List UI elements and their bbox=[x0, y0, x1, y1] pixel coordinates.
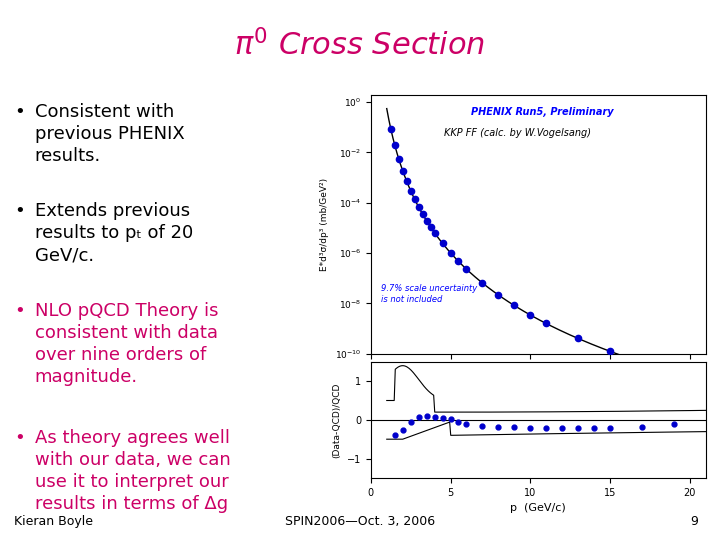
Y-axis label: E*d³σ/dp³ (mb/GeV²): E*d³σ/dp³ (mb/GeV²) bbox=[320, 178, 329, 271]
Text: •: • bbox=[14, 302, 24, 320]
Y-axis label: (Data-QCD)/QCD: (Data-QCD)/QCD bbox=[332, 382, 341, 457]
Text: •: • bbox=[14, 103, 24, 121]
Text: $\pi^0$ Cross Section: $\pi^0$ Cross Section bbox=[235, 29, 485, 62]
Text: NLO pQCD Theory is
consistent with data
over nine orders of
magnitude.: NLO pQCD Theory is consistent with data … bbox=[35, 302, 218, 386]
Text: 9.7% scale uncertainty
is not included: 9.7% scale uncertainty is not included bbox=[381, 285, 477, 304]
Text: Consistent with
previous PHENIX
results.: Consistent with previous PHENIX results. bbox=[35, 103, 184, 165]
Text: •: • bbox=[14, 429, 24, 447]
Text: Kieran Boyle: Kieran Boyle bbox=[14, 515, 94, 528]
Text: As theory agrees well
with our data, we can
use it to interpret our
results in t: As theory agrees well with our data, we … bbox=[35, 429, 230, 514]
Text: Extends previous
results to pₜ of 20
GeV/c.: Extends previous results to pₜ of 20 GeV… bbox=[35, 202, 193, 265]
Text: 9: 9 bbox=[690, 515, 698, 528]
Text: •: • bbox=[14, 202, 24, 220]
Text: PHENIX Run5, Preliminary: PHENIX Run5, Preliminary bbox=[472, 107, 614, 117]
X-axis label: p  (GeV/c): p (GeV/c) bbox=[510, 503, 566, 513]
Text: KKP FF (calc. by W.Vogelsang): KKP FF (calc. by W.Vogelsang) bbox=[444, 128, 591, 138]
Text: SPIN2006—Oct. 3, 2006: SPIN2006—Oct. 3, 2006 bbox=[285, 515, 435, 528]
